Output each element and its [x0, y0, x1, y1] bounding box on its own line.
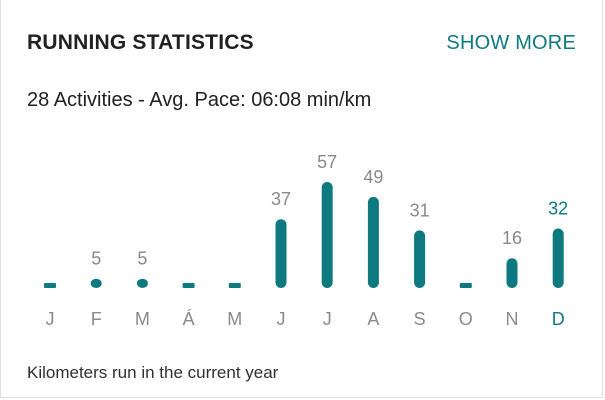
- chart-bar: [136, 278, 148, 288]
- month-tick-label: J: [46, 309, 55, 329]
- card-title: RUNNING STATISTICS: [27, 31, 254, 54]
- bar-value-label: 31: [410, 200, 430, 220]
- chart-bar: [182, 283, 195, 288]
- chart-canvas: J 5 F 5 M Á M 37 J 57 J 49 A 31 S O 16 N 32 D: [44, 152, 568, 329]
- month-tick-label: S: [414, 309, 426, 329]
- chart-bar: [414, 230, 426, 288]
- month-tick-label: J: [277, 309, 286, 329]
- month-tick-label: J: [323, 309, 332, 329]
- month-tick-label: O: [459, 309, 473, 329]
- chart-bar: [552, 228, 564, 288]
- month-tick-label: M: [227, 309, 242, 329]
- month-tick-label: Á: [183, 309, 195, 329]
- chart-bar: [321, 182, 333, 288]
- chart-bar: [44, 283, 56, 288]
- chart-bar: [275, 219, 287, 288]
- chart-bar: [506, 258, 518, 288]
- chart-bar: [367, 196, 379, 288]
- month-tick-label: M: [135, 309, 150, 329]
- month-tick-label: A: [367, 309, 379, 329]
- bar-value-label: 32: [548, 198, 568, 218]
- card-header: RUNNING STATISTICS SHOW MORE: [27, 31, 576, 55]
- chart-bar: [90, 278, 102, 288]
- bar-value-label: 37: [271, 189, 291, 209]
- month-tick-label: N: [506, 309, 519, 329]
- chart-bar: [459, 283, 472, 288]
- chart-bar: [228, 283, 241, 288]
- bar-value-label: 49: [363, 167, 383, 187]
- monthly-distance-chart: J 5 F 5 M Á M 37 J 57 J 49 A 31 S O 16 N 32 D: [1, 130, 605, 340]
- bar-value-label: 5: [91, 249, 101, 269]
- bar-value-label: 16: [502, 228, 522, 248]
- bar-value-label: 5: [137, 249, 147, 269]
- chart-caption: Kilometers run in the current year: [27, 363, 279, 382]
- month-tick-label: F: [91, 309, 102, 329]
- month-tick-label: D: [552, 309, 565, 329]
- activities-summary: 28 Activities - Avg. Pace: 06:08 min/km: [27, 89, 372, 111]
- bar-value-label: 57: [317, 152, 337, 172]
- show-more-button[interactable]: SHOW MORE: [446, 31, 576, 54]
